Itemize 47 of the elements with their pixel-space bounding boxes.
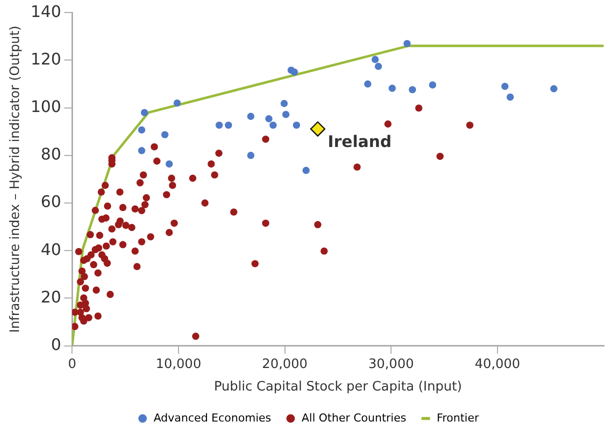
point <box>403 40 411 48</box>
y-tick-label: 100 <box>30 96 62 116</box>
point <box>216 122 223 129</box>
legend-label: Advanced Economies <box>154 411 272 424</box>
point <box>280 100 288 108</box>
y-tick-label: 0 <box>50 334 62 354</box>
x-tick-label: 40,000 <box>474 356 520 372</box>
point <box>290 68 298 76</box>
point <box>174 99 181 107</box>
point <box>265 115 272 122</box>
x-axis-title: Public Capital Stock per Capita (Input) <box>214 380 462 395</box>
x-tick-label: 0 <box>68 356 76 372</box>
series-label: Ireland <box>328 132 392 152</box>
point <box>282 110 290 118</box>
point <box>138 126 146 134</box>
point <box>408 86 416 94</box>
point <box>138 147 146 154</box>
x-tick-label: 30,000 <box>368 356 414 372</box>
y-tick-label: 20 <box>40 287 62 306</box>
legend-label: All Other Countries <box>302 411 407 424</box>
y-axis-title: Infrastructure index – Hybrid indicator (Output) <box>8 26 24 333</box>
point <box>388 84 396 92</box>
point <box>247 112 254 120</box>
point <box>247 152 254 159</box>
y-tick-label: 80 <box>40 144 62 164</box>
point <box>429 81 436 89</box>
x-tick-label: 20,000 <box>262 356 308 372</box>
point <box>550 85 558 92</box>
point <box>161 131 168 138</box>
point <box>224 122 232 129</box>
y-tick-label: 120 <box>30 49 62 68</box>
point <box>140 108 148 116</box>
point <box>270 122 277 129</box>
y-tick-label: 60 <box>40 192 62 212</box>
point <box>292 122 300 129</box>
x-tick-label: 10,000 <box>156 356 202 372</box>
point <box>374 62 382 70</box>
legend-label: Frontier <box>436 411 480 424</box>
point <box>302 166 310 174</box>
point <box>310 121 326 137</box>
point <box>506 93 514 101</box>
point <box>364 80 372 88</box>
point <box>166 160 173 168</box>
point <box>372 56 379 64</box>
y-tick-label: 140 <box>30 2 62 21</box>
point <box>501 82 509 90</box>
y-tick-label: 40 <box>40 240 62 259</box>
